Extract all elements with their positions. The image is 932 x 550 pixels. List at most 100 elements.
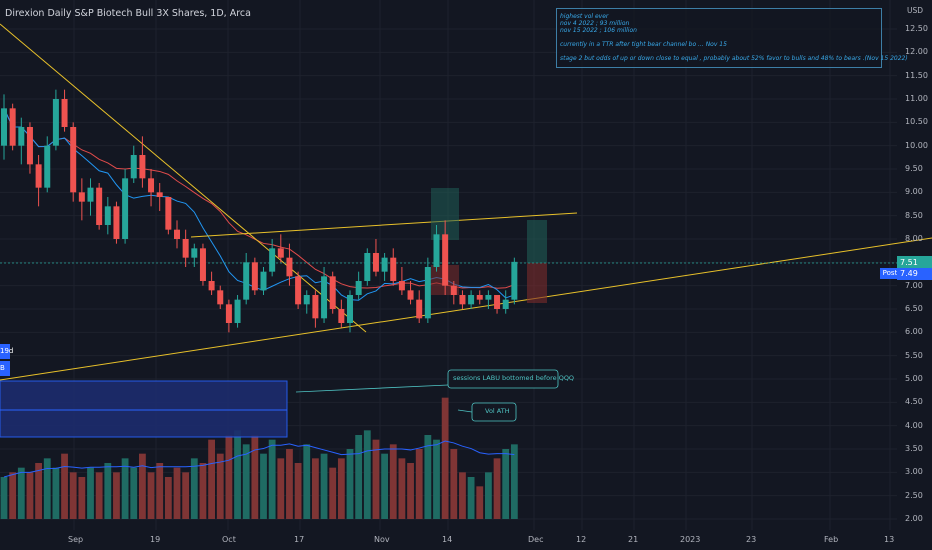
candle-body [390,257,397,281]
candle-body [96,187,103,225]
candle-body [303,295,310,305]
volume-bar [208,439,215,519]
volume-bar [0,477,8,519]
candle [476,290,483,305]
target-box-2 [527,220,547,263]
candle [347,290,353,333]
upper-channel-line [190,212,578,238]
x-tick-label: Sep [68,535,84,544]
volume-bar [407,463,414,519]
candle-body [381,257,388,272]
x-tick-label: 17 [294,535,305,544]
candle-body [18,127,25,146]
candle-body [364,253,371,281]
annotation-box[interactable]: highest vol ever nov 4 2022 ; 93 million… [556,8,908,68]
sessions-callout-box [447,369,559,389]
volume-bar [61,453,68,519]
annotation-line: nov 4 2022 ; 93 million [560,20,630,27]
candle-body [398,281,405,291]
candle [122,169,129,244]
volume-bar [346,449,354,519]
candle-body [338,309,345,323]
y-tick-label: 3.50 [905,444,923,453]
candlesticks [1,89,518,333]
y-tick-label: 2.00 [905,514,923,523]
candle [321,267,328,323]
candle [251,257,258,295]
candle-body [277,248,284,258]
candle-body [26,127,33,165]
candle-body [295,276,302,305]
position-boxes [431,188,547,303]
volume-bar [398,458,406,519]
volume-bar [139,453,146,519]
volume-bar [260,453,267,519]
annotation-line: highest vol ever [560,13,609,20]
trendlines [0,23,932,381]
volume-bar [363,430,371,519]
candle [468,290,475,309]
candle-body [494,295,501,309]
volume-bar [286,449,293,519]
candle-body [269,248,276,272]
volume-bar [493,458,501,519]
volume-bar [121,458,129,519]
annotation-line: nov 15 2022 ; 106 million [560,27,637,34]
candle-body [52,99,59,146]
candle [312,290,319,328]
candle [1,94,7,160]
candle-body [122,178,129,239]
candle [208,271,215,295]
candle [303,290,310,314]
volume-bar [441,397,449,519]
volume-bar [381,453,388,519]
candle [87,178,94,216]
downtrend-line [0,23,367,333]
candle [416,290,423,323]
volume-ma-line [3,440,515,478]
candle [442,220,449,295]
candle [502,290,509,314]
sessions-callout-text: sessions LABU bottomed before QQQ [453,374,575,382]
candle [113,201,120,244]
volume-bar [156,463,164,519]
candle [494,295,501,314]
volume-bar [294,463,302,519]
y-tick-label: 8.50 [905,210,923,220]
chart-title: Direxion Daily S&P Biotech Bull 3X Share… [5,8,251,19]
volume-bar [234,430,241,519]
candle [165,197,172,235]
x-tick-label: 12 [576,535,587,544]
candle-body [468,295,475,305]
x-tick-label: Oct [222,535,236,544]
y-tick-label: 9.00 [905,187,923,197]
volume-bar [69,472,77,519]
y-tick-label: 3.00 [905,467,923,477]
candle-body [485,295,492,300]
volume-bar [113,472,120,519]
volume-bar [216,453,224,519]
candle [9,103,16,151]
candle [511,257,518,305]
candle-body [104,206,111,225]
volume-bar [43,458,51,519]
candle-body [511,261,518,300]
candle-body [78,192,85,202]
candle-body [35,164,42,188]
candle-body [182,239,189,258]
candle-body [139,155,146,179]
candle [26,122,33,174]
left-label-bottom: B [0,361,10,376]
candle [130,145,137,183]
sessions-callout-pointer [295,384,449,393]
candle [182,229,189,267]
volume-bar [433,439,440,519]
volume-bar [9,472,17,519]
candle-body [199,248,206,281]
candle [407,281,414,305]
y-tick-label: 9.50 [905,164,923,173]
y-tick-label: 5.50 [905,350,923,360]
candle-body [347,295,353,323]
volume-bar [303,444,311,519]
